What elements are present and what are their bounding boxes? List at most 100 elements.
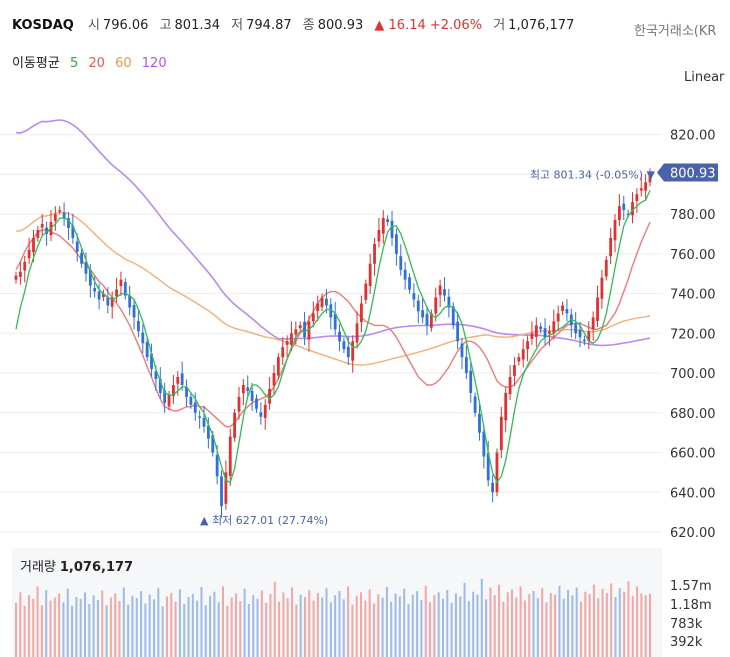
low-value: 794.87	[246, 18, 292, 33]
volume-bar	[476, 594, 479, 657]
candle-body	[412, 293, 416, 300]
volume-bar	[260, 590, 263, 657]
volume-bar	[157, 588, 160, 657]
candle-body	[80, 253, 83, 264]
candle-body	[639, 188, 643, 191]
candle-body	[325, 298, 328, 306]
candle-body	[438, 285, 442, 296]
volume-bar	[316, 592, 319, 657]
volume-bar	[519, 586, 522, 657]
volume-bar	[308, 589, 311, 657]
volume-bar	[114, 593, 117, 657]
candle-body	[32, 237, 35, 253]
volume-bar	[23, 605, 26, 657]
volume-bar	[101, 590, 104, 657]
candle-body	[163, 390, 167, 403]
volume-bar	[528, 594, 531, 657]
candle-body	[220, 476, 223, 507]
low-annotation: ▲ 최저 627.01 (27.74%)	[200, 514, 328, 527]
volume-bar	[109, 597, 112, 657]
volume-bar	[209, 595, 212, 657]
candle-body	[626, 213, 630, 216]
ma-60-label[interactable]: 60	[115, 56, 132, 71]
volume-bar	[32, 598, 35, 657]
volume-bar	[407, 604, 410, 657]
volume-bar	[463, 582, 466, 657]
volume-bar	[592, 584, 595, 657]
candle-body	[381, 218, 385, 234]
candle-body	[237, 396, 241, 412]
volume-bar	[536, 598, 539, 657]
volume-bar	[191, 594, 194, 657]
candle-body	[132, 305, 136, 318]
candle-body	[285, 341, 289, 345]
candle-body	[193, 402, 197, 413]
volume-tick-label: 1.57m	[670, 579, 712, 594]
volume-bar	[196, 600, 199, 657]
candle-body	[303, 321, 306, 338]
candle-body	[395, 234, 398, 254]
volume-tick-label: 1.18m	[670, 598, 712, 613]
candle-body	[600, 277, 604, 299]
candle-body	[556, 313, 560, 322]
candle-body	[115, 289, 118, 297]
candle-body	[272, 373, 276, 386]
volume-bar	[217, 602, 220, 657]
candle-body	[548, 331, 551, 334]
volume-bar	[75, 597, 78, 657]
candle-body	[14, 275, 18, 280]
moving-average-legend[interactable]: 이동평균 5 20 60 120	[12, 52, 173, 71]
candle-body	[491, 482, 494, 493]
y-tick-label: 820.00	[670, 129, 716, 144]
volume-bar	[610, 583, 613, 657]
volume-bar	[140, 591, 143, 657]
candle-body	[268, 388, 271, 404]
volume-bar	[278, 601, 281, 657]
volume-bar	[420, 599, 423, 657]
volume-bar	[627, 581, 630, 657]
volume-bar	[27, 595, 30, 657]
candle-body	[386, 219, 390, 223]
volume-bar	[170, 592, 173, 657]
volume-bar	[623, 591, 626, 657]
volume-bar	[601, 588, 604, 657]
candle-body	[355, 323, 359, 343]
volume-bar	[49, 600, 52, 657]
candle-body	[88, 270, 92, 286]
y-tick-label: 660.00	[670, 447, 716, 462]
scale-toggle[interactable]: Linear	[684, 70, 725, 85]
volume-bar	[360, 592, 363, 657]
volume-pane-label: 거래량 1,076,177	[20, 556, 133, 575]
volume-bar	[636, 586, 639, 657]
volume-bar	[252, 595, 255, 657]
y-tick-label: 740.00	[670, 288, 716, 303]
candle-body	[329, 304, 333, 318]
ma-120-label[interactable]: 120	[141, 56, 167, 71]
candle-body	[517, 357, 521, 362]
candle-body	[211, 435, 215, 453]
ma-5-label[interactable]: 5	[69, 56, 79, 71]
volume-bar	[40, 605, 43, 657]
candle-body	[539, 326, 543, 330]
candle-body	[543, 328, 547, 338]
candle-body	[93, 287, 97, 292]
volume-bar	[472, 591, 475, 657]
volume-bar	[364, 600, 367, 657]
volume-bar	[45, 589, 48, 657]
volume-bar	[226, 605, 229, 657]
volume-bar	[53, 597, 56, 657]
candle-body	[648, 172, 652, 183]
volume-bar	[312, 600, 315, 657]
change-value: ▲ 16.14 +2.06%	[374, 18, 483, 33]
volume-bar	[532, 591, 535, 657]
ma-20-label[interactable]: 20	[88, 56, 105, 71]
moving-average-label: 이동평균	[12, 56, 60, 71]
candle-body	[53, 214, 57, 221]
candle-body	[255, 398, 258, 409]
candle-body	[307, 321, 311, 340]
candle-body	[71, 225, 75, 238]
candle-body	[338, 331, 341, 342]
candle-body	[176, 377, 180, 384]
volume-bar	[234, 593, 237, 657]
